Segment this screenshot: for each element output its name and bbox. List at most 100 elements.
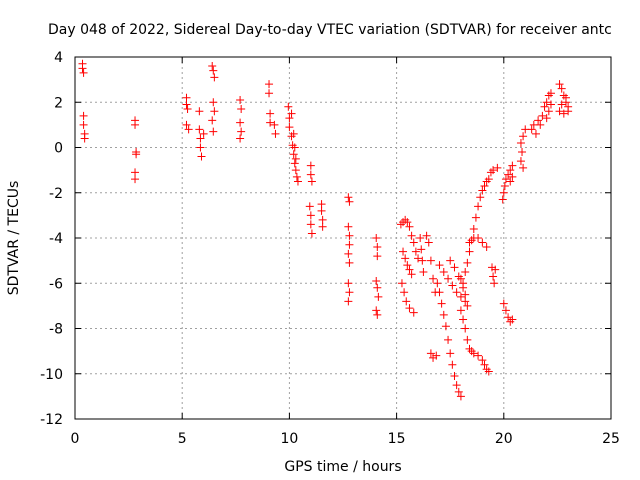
data-point	[452, 381, 461, 390]
data-point	[414, 254, 423, 263]
data-point	[132, 150, 141, 159]
data-point	[210, 107, 219, 116]
x-tick-label: 25	[602, 431, 620, 447]
data-point	[271, 129, 280, 138]
data-point	[448, 360, 457, 369]
data-point	[461, 324, 470, 333]
data-point	[397, 279, 406, 288]
data-point	[508, 172, 517, 181]
data-point	[409, 238, 418, 247]
data-point	[499, 299, 508, 308]
data-point	[534, 116, 543, 125]
data-point	[432, 351, 441, 360]
data-point	[401, 254, 410, 263]
data-point	[542, 114, 551, 123]
data-point	[491, 265, 500, 274]
data-point	[433, 279, 442, 288]
data-point	[542, 98, 551, 107]
data-point	[498, 195, 507, 204]
data-point	[291, 154, 300, 163]
data-point	[183, 105, 192, 114]
data-point	[182, 100, 191, 109]
data-point	[463, 301, 472, 310]
data-point	[407, 231, 416, 240]
data-point	[519, 163, 528, 172]
data-point	[516, 138, 525, 147]
data-point	[399, 247, 408, 256]
data-point	[285, 123, 294, 132]
data-point	[500, 181, 509, 190]
y-tick-label: 4	[54, 50, 63, 66]
data-point	[416, 234, 425, 242]
data-point	[448, 281, 457, 290]
data-point	[538, 111, 547, 120]
data-point	[506, 177, 515, 186]
data-point	[345, 197, 354, 206]
data-point	[489, 166, 498, 175]
data-point	[317, 206, 326, 215]
data-point	[452, 288, 461, 297]
y-tick-label: -4	[49, 231, 63, 247]
data-point	[345, 240, 354, 249]
data-point	[557, 100, 566, 109]
data-point	[463, 335, 472, 344]
data-point	[344, 222, 353, 231]
data-point	[208, 116, 217, 125]
data-point	[236, 118, 245, 127]
data-point	[508, 315, 517, 324]
data-point	[289, 129, 298, 138]
data-point	[237, 105, 246, 114]
data-point	[450, 263, 459, 272]
data-point	[195, 107, 204, 116]
data-point	[478, 186, 487, 195]
data-point	[459, 283, 468, 292]
data-point	[372, 276, 381, 285]
data-point	[490, 279, 499, 288]
data-point	[456, 274, 465, 283]
data-point	[402, 297, 411, 306]
data-point	[465, 238, 474, 247]
data-point	[270, 120, 279, 129]
data-point	[459, 315, 468, 324]
data-point	[208, 62, 217, 71]
data-point	[450, 372, 459, 381]
data-point	[518, 148, 527, 157]
data-point	[210, 73, 219, 82]
data-point	[418, 256, 427, 265]
data-point	[559, 109, 568, 118]
data-point	[199, 129, 208, 138]
data-point	[444, 335, 453, 344]
data-point	[446, 256, 455, 265]
data-point	[480, 360, 489, 369]
data-point	[435, 288, 444, 297]
data-point	[318, 215, 327, 224]
x-tick-label: 5	[178, 431, 187, 447]
data-point	[411, 247, 420, 256]
data-point	[429, 274, 438, 283]
data-point	[290, 159, 299, 168]
y-tick-label: -10	[40, 367, 63, 383]
data-point	[373, 310, 382, 319]
x-tick-label: 10	[280, 431, 298, 447]
data-point	[195, 125, 204, 134]
data-point	[435, 261, 444, 270]
data-point	[237, 127, 246, 136]
data-point	[519, 132, 528, 141]
data-point	[504, 170, 513, 179]
data-point	[555, 80, 564, 89]
data-point	[345, 231, 354, 240]
chart-title: Day 048 of 2022, Sidereal Day-to-day VTE…	[48, 22, 612, 38]
data-point	[305, 202, 314, 211]
data-point	[291, 166, 300, 175]
data-point	[501, 175, 510, 184]
data-point	[555, 107, 564, 116]
data-point	[266, 109, 275, 118]
data-point	[306, 211, 315, 220]
data-point	[531, 129, 540, 138]
y-tick-label: -2	[49, 186, 63, 202]
data-point	[344, 297, 353, 306]
data-point	[446, 349, 455, 358]
data-point	[480, 181, 489, 190]
y-tick-label: -6	[49, 276, 63, 292]
data-point	[439, 267, 448, 276]
